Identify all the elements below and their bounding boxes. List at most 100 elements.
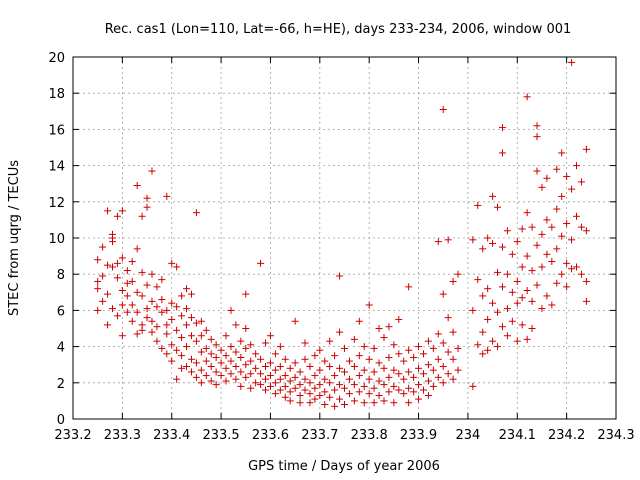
data-point [439, 290, 447, 298]
data-point [365, 355, 373, 363]
data-point [563, 172, 571, 180]
data-point [410, 353, 418, 361]
data-point [577, 178, 585, 186]
chart-grid [73, 57, 616, 419]
x-tick-label: 233.4 [153, 428, 190, 443]
data-point [202, 326, 210, 334]
data-point [168, 299, 176, 307]
data-point [370, 344, 378, 352]
data-point [454, 344, 462, 352]
data-point [365, 301, 373, 309]
data-point [227, 343, 235, 351]
data-point [513, 299, 521, 307]
data-point [158, 296, 166, 304]
data-point [454, 366, 462, 374]
data-point [405, 283, 413, 291]
data-point [345, 357, 353, 365]
data-point [449, 375, 457, 383]
data-point [148, 270, 156, 278]
data-point [123, 279, 131, 287]
data-point [415, 395, 423, 403]
data-point [424, 337, 432, 345]
data-point [158, 308, 166, 316]
data-point [202, 372, 210, 380]
data-point [286, 397, 294, 405]
data-point [301, 339, 309, 347]
data-point [360, 382, 368, 390]
data-point [494, 308, 502, 316]
data-point [187, 355, 195, 363]
data-point [123, 308, 131, 316]
data-point [469, 306, 477, 314]
data-point [439, 105, 447, 113]
data-point [207, 377, 215, 385]
data-point [133, 245, 141, 253]
data-point [148, 328, 156, 336]
data-point [266, 372, 274, 380]
data-point [434, 355, 442, 363]
data-point [484, 315, 492, 323]
data-point [429, 344, 437, 352]
data-point [197, 332, 205, 340]
data-point [192, 359, 200, 367]
data-point [424, 377, 432, 385]
data-point [257, 355, 265, 363]
data-point [563, 259, 571, 267]
data-point [503, 270, 511, 278]
data-point [429, 366, 437, 374]
y-tick-label: 14 [48, 160, 65, 175]
data-point [108, 230, 116, 238]
data-point [538, 230, 546, 238]
data-point [360, 366, 368, 374]
data-point [143, 314, 151, 322]
data-point [252, 364, 260, 372]
data-point [568, 185, 576, 193]
data-point [355, 317, 363, 325]
data-point [494, 343, 502, 351]
x-tick-label: 233.7 [301, 428, 338, 443]
data-point [553, 205, 561, 213]
data-point [271, 366, 279, 374]
data-point [128, 258, 136, 266]
data-point [345, 390, 353, 398]
data-point [173, 263, 181, 271]
x-tick-label: 234.1 [499, 428, 536, 443]
data-point [405, 346, 413, 354]
data-point [301, 375, 309, 383]
data-point [281, 372, 289, 380]
data-point [153, 337, 161, 345]
data-point [419, 370, 427, 378]
data-point [232, 348, 240, 356]
data-point [439, 339, 447, 347]
data-point [380, 381, 388, 389]
data-point [582, 145, 590, 153]
data-point [489, 239, 497, 247]
data-point [148, 297, 156, 305]
data-point [400, 357, 408, 365]
data-point [232, 363, 240, 371]
data-point [143, 305, 151, 313]
data-point [148, 317, 156, 325]
x-tick-label: 233.5 [202, 428, 239, 443]
data-point [489, 299, 497, 307]
data-point [232, 321, 240, 329]
data-point [128, 277, 136, 285]
data-point [331, 372, 339, 380]
data-point [553, 279, 561, 287]
data-point [350, 381, 358, 389]
data-point [410, 373, 418, 381]
data-point [573, 162, 581, 170]
data-point [168, 341, 176, 349]
data-point [331, 402, 339, 410]
data-point [336, 381, 344, 389]
data-point [350, 363, 358, 371]
x-tick-label: 234.2 [548, 428, 585, 443]
data-point [508, 288, 516, 296]
data-point [178, 334, 186, 342]
data-point [143, 194, 151, 202]
data-point [395, 370, 403, 378]
data-point [163, 192, 171, 200]
data-point [395, 315, 403, 323]
data-point [207, 335, 215, 343]
